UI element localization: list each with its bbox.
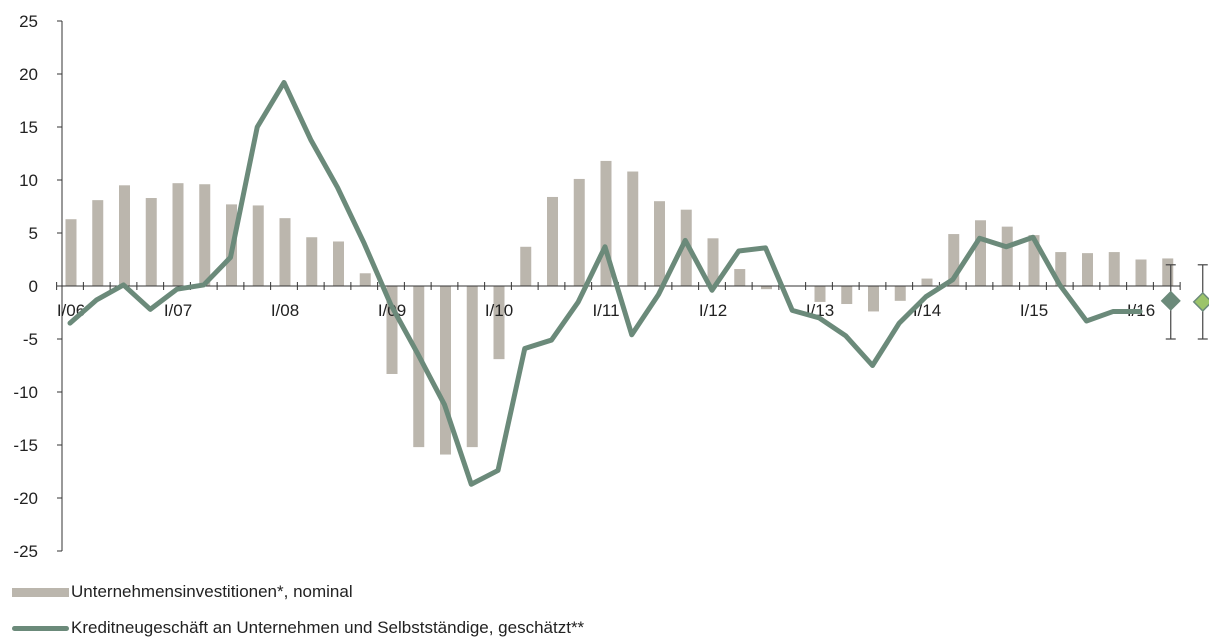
bar-II/14 xyxy=(948,234,960,286)
bar-III/09 xyxy=(440,286,451,455)
bar-IV/15 xyxy=(1108,252,1120,286)
bar-III/15 xyxy=(1082,253,1093,286)
x-tick-label-I/15: I/15 xyxy=(1020,301,1048,320)
bar-II/12 xyxy=(734,269,746,286)
bar-IV/09 xyxy=(466,286,478,448)
forecast-1 xyxy=(1160,264,1181,340)
bar-IV/14 xyxy=(1001,226,1013,286)
y-tick-label-15: 15 xyxy=(19,118,38,137)
y-tick-label-25: 25 xyxy=(19,12,38,31)
bar-II/16 xyxy=(1162,258,1174,286)
x-tick-label-I/08: I/08 xyxy=(271,301,299,320)
y-tick-label--20: -20 xyxy=(13,489,38,508)
y-tick-label--25: -25 xyxy=(13,542,38,561)
bar-IV/11 xyxy=(680,209,692,286)
bar-I/07 xyxy=(172,183,184,286)
y-tick-label-10: 10 xyxy=(19,171,38,190)
bar-I/12 xyxy=(707,238,719,286)
bar-II/09 xyxy=(413,286,425,448)
bar-II/13 xyxy=(841,286,853,305)
y-tick-label--5: -5 xyxy=(23,330,38,349)
bar-IV/13 xyxy=(894,286,906,301)
x-tick-label-I/11: I/11 xyxy=(592,301,619,320)
line-layer xyxy=(67,79,1143,487)
bar-II/07 xyxy=(199,184,211,286)
bar-IV/07 xyxy=(252,205,264,286)
legend-line-swatch xyxy=(12,625,69,631)
y-tick-label-5: 5 xyxy=(29,224,38,243)
forecast-layer xyxy=(1160,264,1209,340)
bar-I/06 xyxy=(65,219,77,286)
bar-IV/06 xyxy=(145,198,157,286)
legend-bars: Unternehmensinvestitionen*, nominal xyxy=(12,582,353,602)
x-tick-label-I/07: I/07 xyxy=(164,301,192,320)
series-line-kreditneugeschaeft xyxy=(67,79,1143,487)
bar-III/10 xyxy=(547,196,558,286)
legend-line: Kreditneugeschäft an Unternehmen und Sel… xyxy=(12,618,584,638)
x-tick-label-I/12: I/12 xyxy=(699,301,727,320)
bar-III/13 xyxy=(868,286,879,312)
forecast-diamond xyxy=(1192,291,1209,312)
forecast-2 xyxy=(1192,264,1209,340)
bar-II/10 xyxy=(520,246,532,286)
bar-I/10 xyxy=(493,286,505,360)
bar-I/14 xyxy=(921,278,933,286)
bar-II/06 xyxy=(92,200,104,286)
forecast-diamond xyxy=(1160,290,1181,311)
x-tick-label-I/10: I/10 xyxy=(485,301,513,320)
bar-IV/08 xyxy=(359,273,371,286)
bar-III/06 xyxy=(119,185,130,286)
y-tick-label--15: -15 xyxy=(13,436,38,455)
y-tick-label-0: 0 xyxy=(29,277,38,296)
bar-I/11 xyxy=(600,160,612,286)
bar-I/09 xyxy=(386,286,398,374)
bar-III/11 xyxy=(654,201,665,286)
bar-I/13 xyxy=(814,286,826,302)
legend-line-label: Kreditneugeschäft an Unternehmen und Sel… xyxy=(71,618,585,637)
legend-bars-label: Unternehmensinvestitionen*, nominal xyxy=(71,582,353,601)
bar-II/15 xyxy=(1055,252,1067,286)
bar-III/14 xyxy=(975,220,986,286)
bar-II/11 xyxy=(627,171,639,286)
bar-III/08 xyxy=(333,241,344,286)
bar-II/08 xyxy=(306,237,318,286)
y-tick-label--10: -10 xyxy=(13,383,38,402)
y-tick-label-20: 20 xyxy=(19,65,38,84)
bar-I/16 xyxy=(1135,259,1147,286)
bar-I/15 xyxy=(1028,235,1040,286)
bar-IV/10 xyxy=(573,178,585,286)
legend-bars-swatch xyxy=(12,587,69,597)
bar-III/12 xyxy=(761,286,772,290)
bar-I/08 xyxy=(279,218,291,286)
